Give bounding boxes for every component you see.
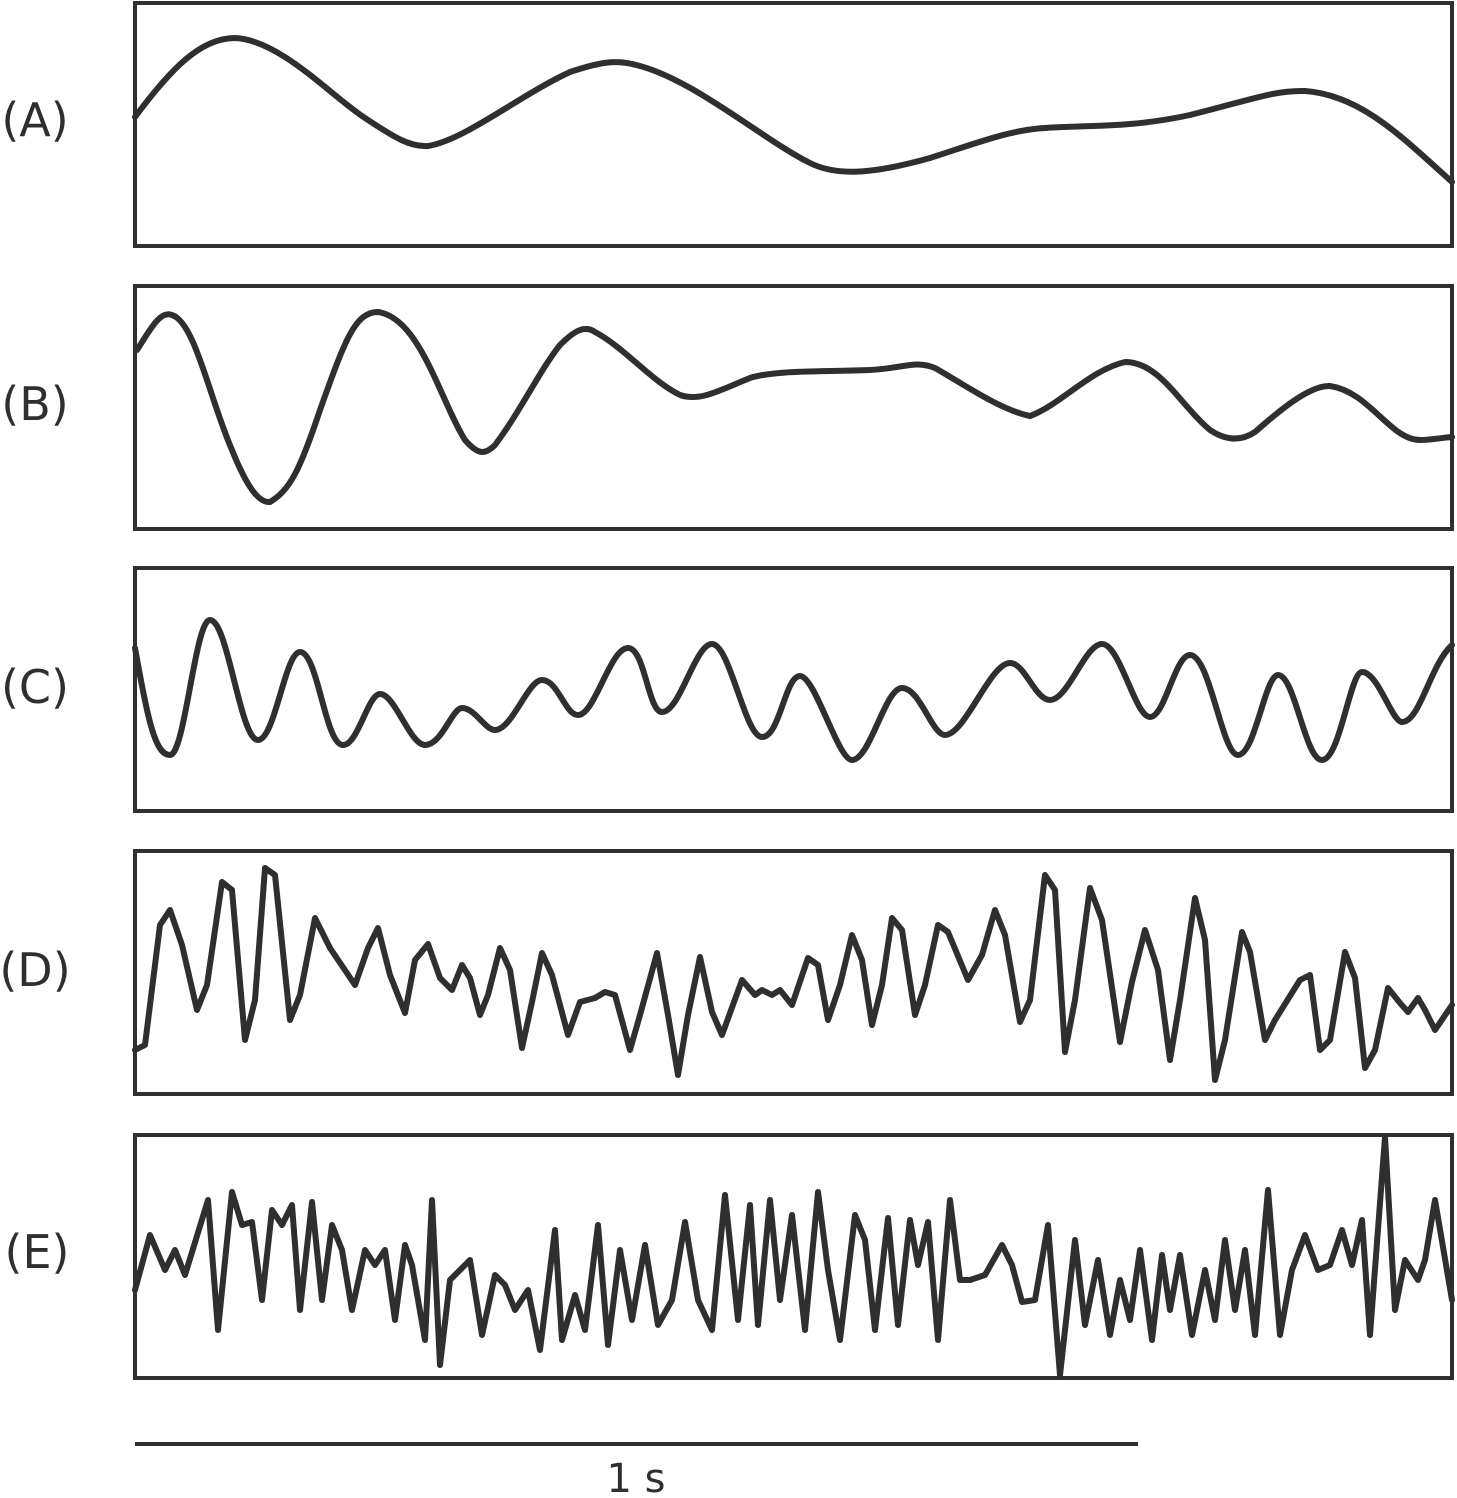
panel-frame-b (133, 284, 1454, 531)
panel-frame-c (133, 566, 1454, 813)
panel-b: (B) (1, 284, 1455, 531)
waveform-d (132, 865, 1455, 1083)
panel-label-c: (C) (1, 660, 69, 714)
panel-label-b: (B) (1, 377, 68, 431)
panel-e: (E) (5, 1133, 1455, 1380)
panel-a: (A) (1, 1, 1455, 248)
panel-label-e: (E) (5, 1225, 70, 1279)
waveform-c (132, 617, 1455, 763)
panel-frame-d (133, 849, 1454, 1096)
waveform-a (132, 35, 1455, 185)
waveform-e (132, 1134, 1455, 1378)
panel-d: (D) (0, 849, 1455, 1096)
panel-label-d: (D) (0, 943, 71, 997)
panel-frame-a (133, 1, 1454, 248)
panel-frame-e (133, 1133, 1454, 1380)
scale-bar: 1 s (135, 1442, 1138, 1498)
scale-bar-label: 1 s (606, 1456, 665, 1498)
panel-c: (C) (1, 566, 1455, 813)
waveform-b (134, 309, 1455, 505)
panel-label-a: (A) (1, 93, 68, 147)
